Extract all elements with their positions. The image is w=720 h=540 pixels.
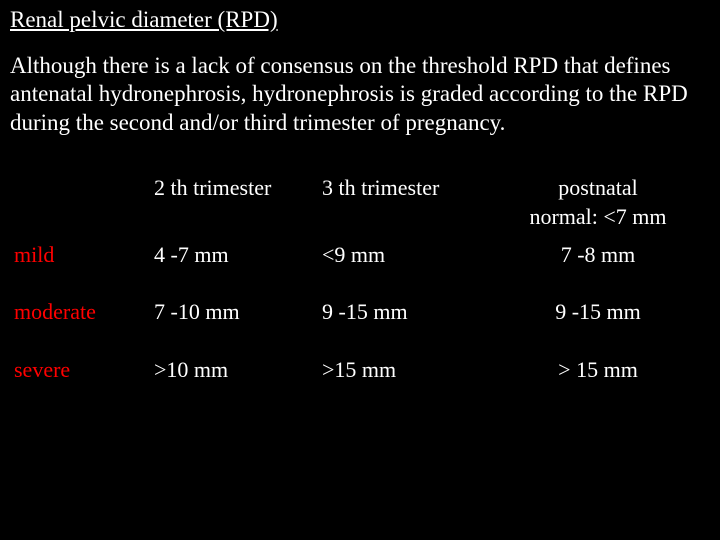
cell-moderate-postnatal: 9 -15 mm	[486, 292, 710, 350]
table-row: moderate 7 -10 mm 9 -15 mm 9 -15 mm	[10, 292, 710, 350]
table-row: mild 4 -7 mm <9 mm 7 -8 mm	[10, 235, 710, 293]
header-empty	[10, 168, 150, 235]
row-label-severe: severe	[10, 350, 150, 408]
header-second-trimester: 2 th trimester	[150, 168, 318, 235]
cell-mild-third: <9 mm	[318, 235, 486, 293]
table-header-row: 2 th trimester 3 th trimester postnatal …	[10, 168, 710, 235]
cell-mild-second: 4 -7 mm	[150, 235, 318, 293]
slide-description: Although there is a lack of consensus on…	[10, 52, 710, 138]
grading-table: 2 th trimester 3 th trimester postnatal …	[10, 168, 710, 408]
slide-container: Renal pelvic diameter (RPD) Although the…	[0, 0, 720, 540]
header-postnatal-normal: normal: <7 mm	[490, 203, 706, 231]
cell-moderate-second: 7 -10 mm	[150, 292, 318, 350]
cell-moderate-third: 9 -15 mm	[318, 292, 486, 350]
slide-title: Renal pelvic diameter (RPD)	[10, 6, 710, 34]
cell-severe-second: >10 mm	[150, 350, 318, 408]
cell-mild-postnatal: 7 -8 mm	[486, 235, 710, 293]
cell-severe-third: >15 mm	[318, 350, 486, 408]
header-third-trimester: 3 th trimester	[318, 168, 486, 235]
cell-severe-postnatal: > 15 mm	[486, 350, 710, 408]
row-label-mild: mild	[10, 235, 150, 293]
header-postnatal: postnatal	[558, 175, 637, 200]
header-postnatal-cell: postnatal normal: <7 mm	[486, 168, 710, 235]
row-label-moderate: moderate	[10, 292, 150, 350]
table-row: severe >10 mm >15 mm > 15 mm	[10, 350, 710, 408]
